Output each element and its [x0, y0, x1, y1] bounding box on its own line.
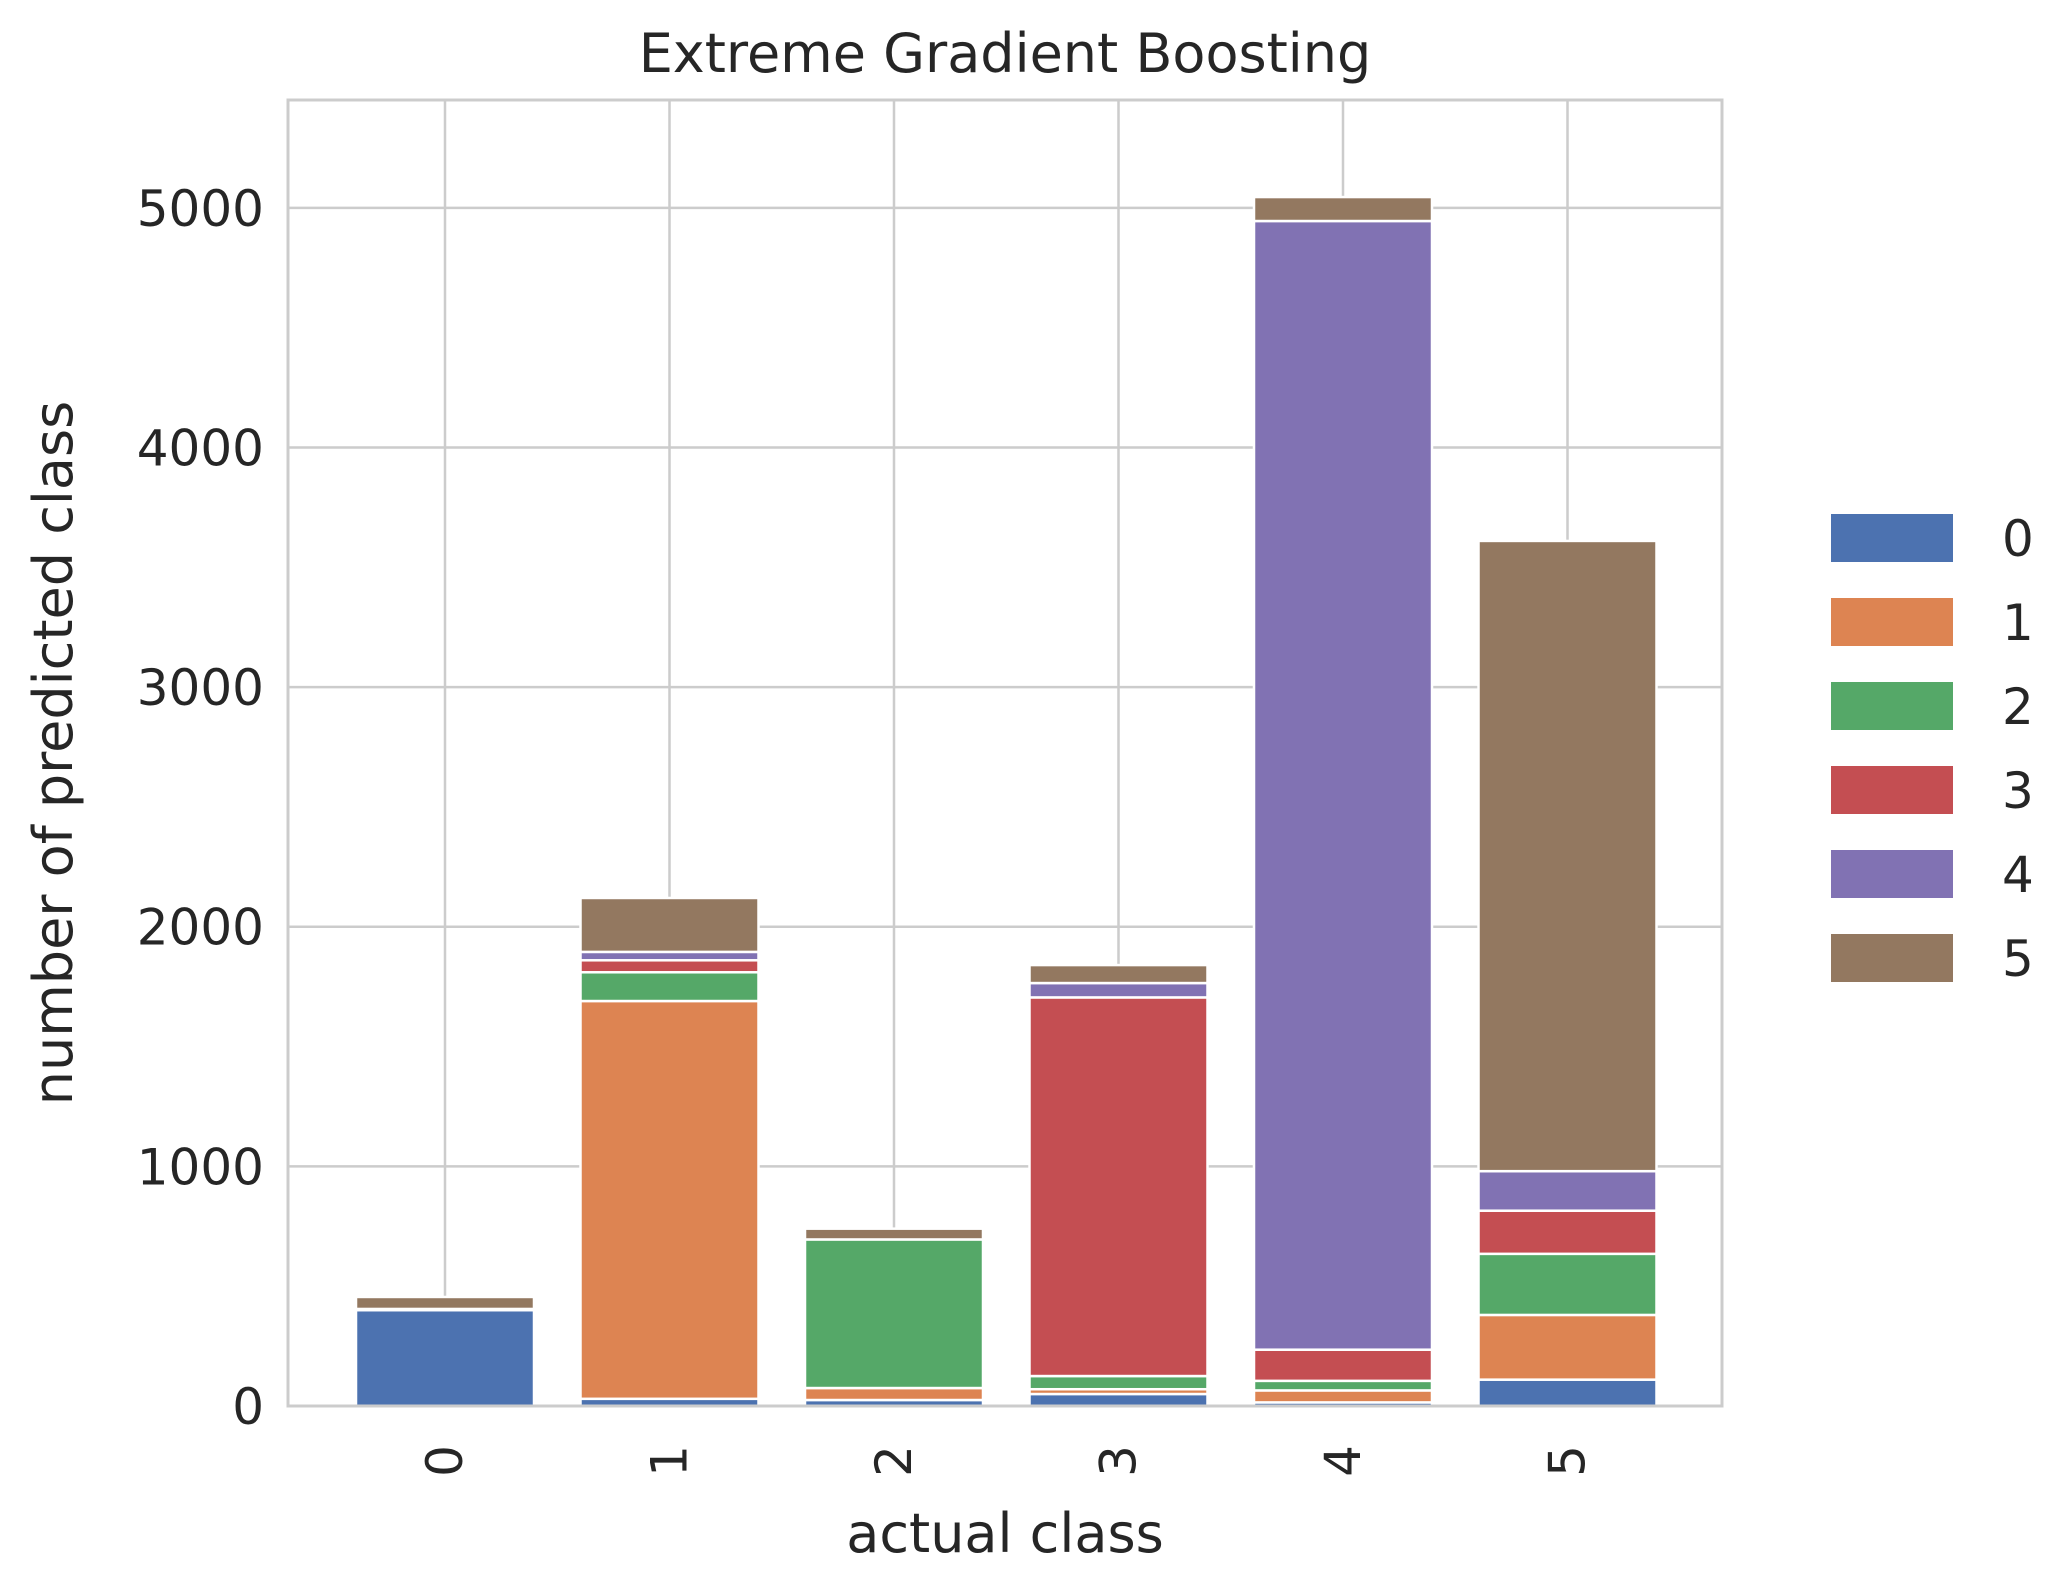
x-tick-label: 5 [1539, 1445, 1597, 1477]
bars [354, 195, 1658, 1408]
x-tick-label: 3 [1090, 1445, 1148, 1477]
bar-segment [803, 1386, 985, 1402]
bar-segment [1028, 1392, 1209, 1408]
bar-segment [803, 1227, 985, 1241]
x-tick-label: 2 [865, 1445, 923, 1477]
tick-labels: 0 1000 2000 3000 4000 5000 0 1 2 3 4 5 [137, 180, 1597, 1477]
x-tick-label: 0 [416, 1445, 474, 1477]
bar-segment [1252, 219, 1434, 1351]
chart-title: Extreme Gradient Boosting [639, 22, 1372, 85]
bar-segment [1477, 1209, 1658, 1256]
y-tick-label: 1000 [137, 1138, 264, 1196]
y-tick-label: 5000 [137, 180, 264, 238]
legend-swatch [1831, 514, 1953, 562]
x-axis-label: actual class [846, 1502, 1164, 1565]
legend-label: 5 [2002, 930, 2034, 988]
bar-segment [1477, 1313, 1658, 1381]
bar-segment [1028, 981, 1209, 999]
bar-segment [1028, 1374, 1209, 1391]
legend-swatch [1831, 598, 1953, 646]
bar-segment [1477, 539, 1658, 1173]
legend-label: 0 [2002, 510, 2034, 568]
y-tick-label: 2000 [137, 899, 264, 957]
bar-segment [1477, 1169, 1658, 1212]
bar-segment [1252, 195, 1434, 223]
legend-label: 1 [2002, 594, 2034, 652]
y-tick-label: 0 [232, 1378, 264, 1436]
y-tick-label: 3000 [137, 659, 264, 717]
bar-segment [579, 950, 760, 962]
bar-segment [354, 1308, 536, 1408]
y-tick-label: 4000 [137, 419, 264, 477]
bar-segment [1252, 1379, 1434, 1392]
legend-swatch [1831, 682, 1953, 730]
plot-frame [286, 98, 1724, 1408]
bar-segment [1252, 1389, 1434, 1404]
bar-segment [579, 896, 760, 954]
bar-segment [579, 971, 760, 1003]
bar-segment [803, 1238, 985, 1390]
bar-segment [579, 999, 760, 1401]
bar-segment [579, 959, 760, 974]
bar-segment [1252, 1348, 1434, 1383]
x-tick-label: 4 [1314, 1445, 1372, 1477]
y-axis-label: number of predicted class [22, 401, 85, 1106]
legend-swatch [1831, 766, 1953, 814]
bar-segment [1477, 1252, 1658, 1317]
legend-swatch [1831, 850, 1953, 898]
legend: 0 1 2 3 4 5 [1831, 510, 2034, 988]
bar-segment [354, 1295, 536, 1311]
legend-label: 4 [2002, 846, 2034, 904]
bar-segment [1477, 1378, 1658, 1408]
legend-label: 2 [2002, 678, 2034, 736]
x-tick-label: 1 [641, 1445, 699, 1477]
legend-swatch [1831, 934, 1953, 982]
legend-label: 3 [2002, 762, 2034, 820]
bar-segment [1028, 996, 1209, 1378]
bar-segment [1028, 963, 1209, 985]
